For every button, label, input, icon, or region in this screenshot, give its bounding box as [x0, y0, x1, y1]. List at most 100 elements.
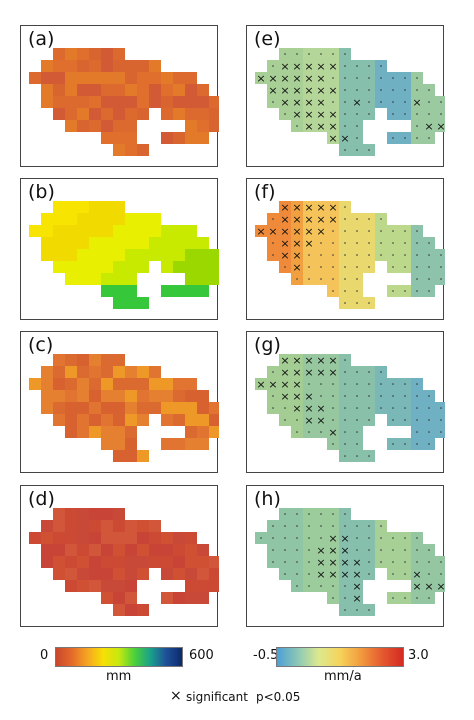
- grid-dot: [380, 254, 382, 256]
- grid-dot: [356, 65, 358, 67]
- grid-dot: [320, 266, 322, 268]
- significance-cross-icon: ×: [328, 213, 337, 226]
- panel-b: (b): [20, 178, 219, 320]
- grid-dot: [380, 101, 382, 103]
- grid-cell: [173, 568, 185, 580]
- grid-dot: [356, 113, 358, 115]
- significance-cross-icon: ×: [304, 225, 313, 238]
- grid-cell: [89, 48, 101, 60]
- significance-cross-icon: ×: [352, 556, 361, 569]
- grid-dot: [368, 254, 370, 256]
- grid-dot: [356, 419, 358, 421]
- significance-cross-icon: ×: [304, 414, 313, 427]
- significance-cross-icon: ×: [316, 213, 325, 226]
- significance-cross-icon: ×: [268, 378, 277, 391]
- grid-cell: [303, 96, 315, 108]
- grid-dot: [356, 242, 358, 244]
- grid-dot: [404, 573, 406, 575]
- grid-dot: [440, 407, 442, 409]
- grid-dot: [440, 254, 442, 256]
- grid-cell: [65, 84, 77, 96]
- grid-dot: [308, 383, 310, 385]
- grid-dot: [404, 89, 406, 91]
- grid-cell: [53, 508, 65, 520]
- grid-cell: [125, 84, 137, 96]
- grid-cell: [101, 354, 113, 366]
- significance-cross-icon: ×: [352, 580, 361, 593]
- significance-cross-icon: ×: [328, 366, 337, 379]
- grid-dot: [416, 113, 418, 115]
- grid-cell: [125, 402, 137, 414]
- grid-dot: [344, 371, 346, 373]
- grid-cell: [137, 544, 149, 556]
- grid-cell: [173, 225, 185, 237]
- significance-cross-icon: ×: [292, 237, 301, 250]
- grid-cell: [209, 414, 219, 426]
- grid-dot: [368, 266, 370, 268]
- grid-cell: [161, 96, 173, 108]
- grid-dot: [392, 537, 394, 539]
- grid-cell: [303, 120, 315, 132]
- grid-cell: [291, 84, 303, 96]
- panel-b-label: (b): [28, 181, 55, 203]
- grid-dot: [416, 561, 418, 563]
- grid-cell: [137, 556, 149, 568]
- significance-cross-icon: ×: [304, 72, 313, 85]
- grid-dot: [428, 290, 430, 292]
- significance-cross-icon: ×: [328, 532, 337, 545]
- grid-dot: [380, 242, 382, 244]
- grid-dot: [332, 513, 334, 515]
- grid-dot: [332, 254, 334, 256]
- grid-cell: [327, 556, 339, 568]
- grid-dot: [392, 242, 394, 244]
- grid-dot: [296, 53, 298, 55]
- grid-cell: [125, 580, 137, 592]
- grid-cell: [89, 108, 101, 120]
- grid-cell: [161, 438, 173, 450]
- grid-cell: [149, 84, 161, 96]
- grid-cell: [101, 390, 113, 402]
- grid-dot: [428, 254, 430, 256]
- grid-cell: [137, 297, 149, 309]
- grid-cell: [209, 426, 219, 438]
- significance-cross-icon: ×: [328, 84, 337, 97]
- significance-cross-icon: ×: [316, 354, 325, 367]
- significance-cross-icon: ×: [328, 132, 337, 145]
- grid-cell: [53, 544, 65, 556]
- grid-cell: [315, 120, 327, 132]
- grid-cell: [173, 592, 185, 604]
- grid-cell: [101, 96, 113, 108]
- grid-dot: [416, 125, 418, 127]
- grid-cell: [435, 108, 445, 120]
- grid-cell: [77, 390, 89, 402]
- grid-cell: [173, 438, 185, 450]
- significance-cross-icon: ×: [316, 366, 325, 379]
- significance-cross-icon: ×: [292, 72, 301, 85]
- map-b: [29, 201, 219, 309]
- grid-dot: [392, 230, 394, 232]
- grid-cell: [125, 604, 137, 616]
- grid-cell: [291, 402, 303, 414]
- map-d: [29, 508, 219, 616]
- grid-cell: [303, 84, 315, 96]
- significance-cross-icon: ×: [292, 261, 301, 274]
- grid-cell: [137, 378, 149, 390]
- grid-cell: [185, 225, 197, 237]
- grid-cell: [113, 213, 125, 225]
- grid-dot: [320, 585, 322, 587]
- grid-cell: [137, 520, 149, 532]
- grid-cell: [291, 249, 303, 261]
- grid-cell: [125, 72, 137, 84]
- grid-cell: [113, 556, 125, 568]
- colorbar-left-max: 600: [189, 648, 214, 663]
- grid-cell: [53, 108, 65, 120]
- significance-label: significant: [186, 690, 248, 704]
- grid-cell: [77, 213, 89, 225]
- grid-cell: [65, 48, 77, 60]
- grid-cell: [53, 568, 65, 580]
- grid-cell: [113, 144, 125, 156]
- grid-cell: [435, 568, 445, 580]
- significance-cross-icon: ×: [304, 237, 313, 250]
- grid-cell: [303, 213, 315, 225]
- grid-dot: [416, 431, 418, 433]
